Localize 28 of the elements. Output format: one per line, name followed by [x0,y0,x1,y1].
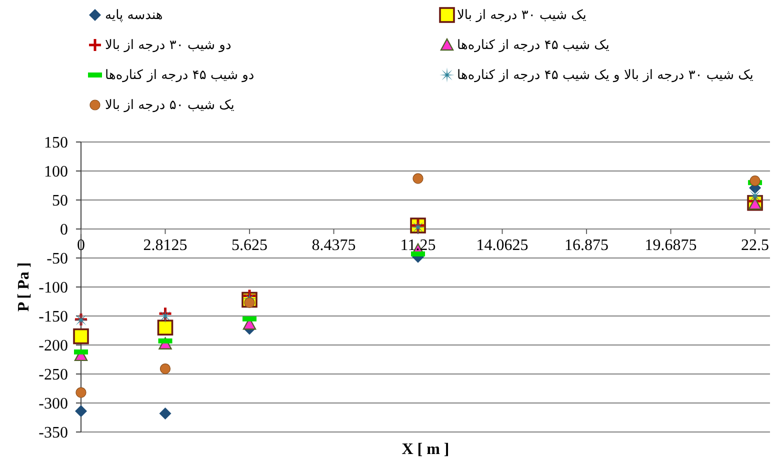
y-tick-label: -50 [46,250,68,268]
x-tick-label: 19.6875 [644,237,697,254]
y-axis-title: P [ Pa ] [16,262,32,312]
legend-label: یک شیب ۵۰ درجه از بالا [105,98,234,112]
x-tick-label: 16.875 [564,237,609,254]
x-tick-label: 14.0625 [476,237,528,254]
y-tick-label: 50 [52,192,68,210]
y-tick-label: 150 [44,134,68,152]
legend-label: دو شیب ۳۰ درجه از بالا [105,38,232,52]
y-tick-label: 100 [44,164,68,181]
x-tick-label: 11.25 [400,237,436,254]
legend-label: دو شیب ۴۵ درجه از کناره‌ها [105,68,254,82]
y-tick-label: -100 [38,280,68,297]
x-tick-label: 8.4375 [312,237,356,254]
legend-label: یک شیب ۳۰ درجه از بالا [457,8,586,22]
y-tick-label: -350 [38,424,68,442]
x-tick-label: 22.5 [741,237,770,254]
y-tick-label: -150 [38,308,68,326]
y-tick-label: -200 [38,338,68,355]
y-tick-label: -250 [38,366,68,384]
x-tick-label: 2.8125 [143,237,188,254]
y-tick-label: -300 [38,396,68,413]
y-tick-label: 0 [60,222,68,239]
legend-label: یک شیب ۳۰ درجه از بالا و یک شیب ۴۵ درجه از کناره‌ها [457,68,754,82]
legend-label: هندسه پایه [105,8,163,22]
x-axis-title: X [ m ] [402,441,450,458]
legend-label: یک شیب ۴۵ درجه از کناره‌ها [457,38,610,52]
x-tick-label: 5.625 [232,237,268,254]
